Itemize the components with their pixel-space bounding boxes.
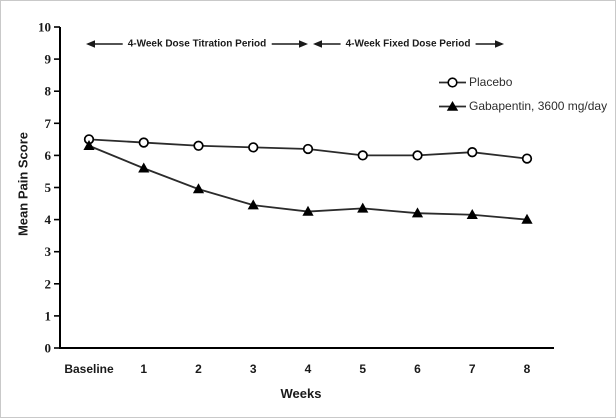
x-tick-label: 4 [305,362,312,376]
data-point-open-circle [357,150,368,161]
data-point-filled-triangle [411,207,424,218]
data-point-filled-triangle [357,202,369,213]
y-tick-label: 5 [45,180,52,195]
x-axis-title: Weeks [280,386,322,401]
y-tick-label: 10 [38,20,51,35]
x-tick-label: 3 [250,362,257,376]
series-markers-placebo [83,134,533,164]
y-tick-label: 0 [45,341,52,356]
y-tick-label: 4 [45,212,52,227]
y-tick-label: 8 [45,84,52,99]
data-point-open-circle [467,147,478,158]
x-tick-label: Baseline [64,362,114,376]
legend-label-placebo: Placebo [469,75,513,89]
annotation-dose-titration-period: 4-Week Dose Titration Period [122,38,272,50]
y-tick-label: 2 [45,276,52,291]
arrowhead-left-icon [313,40,322,48]
legend-item-placebo: Placebo [439,70,607,94]
x-tick-label: 1 [140,362,147,376]
legend: Placebo Gabapentin, 3600 mg/day [439,70,607,118]
x-tick-label: 6 [414,362,421,376]
x-tick-label: 2 [195,362,202,376]
y-axis-title: Mean Pain Score [15,131,31,237]
arrowhead-right-icon [495,40,504,48]
data-point-filled-triangle [466,208,478,219]
y-tick-label: 6 [45,148,52,163]
data-point-open-circle [412,150,423,161]
y-tick-label: 7 [45,116,52,131]
x-tick-label: 7 [469,362,476,376]
arrowhead-right-icon [299,40,308,48]
arrowhead-left-icon [86,40,95,48]
data-point-filled-triangle [302,205,314,216]
y-axis-ticks: 0 1 2 3 4 5 6 7 8 9 10 [38,20,60,356]
legend-item-gabapentin: Gabapentin, 3600 mg/day [439,94,607,118]
gabapentin-filled-triangle-marker-icon [439,100,466,111]
data-point-filled-triangle [247,199,259,210]
data-point-filled-triangle [83,139,95,150]
x-tick-label: 8 [524,362,531,376]
data-point-filled-triangle [521,213,533,224]
legend-label-gabapentin: Gabapentin, 3600 mg/day [469,99,608,113]
data-point-open-circle [521,153,533,164]
data-point-open-circle [302,143,314,155]
data-point-filled-triangle [192,183,205,194]
x-tick-label: 5 [359,362,366,376]
y-tick-label: 1 [45,308,52,323]
y-tick-label: 3 [45,244,52,259]
data-point-open-circle [193,140,204,151]
data-point-filled-triangle [138,162,150,173]
x-axis-ticks: Baseline 1 2 3 4 5 6 7 8 [64,362,530,376]
data-point-open-circle [248,142,259,153]
y-tick-label: 9 [45,52,52,67]
data-point-open-circle [138,137,149,148]
annotation-fixed-dose-period: 4-Week Fixed Dose Period [340,38,476,50]
series-markers-gabapentin [83,139,533,224]
placebo-open-circle-marker-icon [439,76,466,88]
